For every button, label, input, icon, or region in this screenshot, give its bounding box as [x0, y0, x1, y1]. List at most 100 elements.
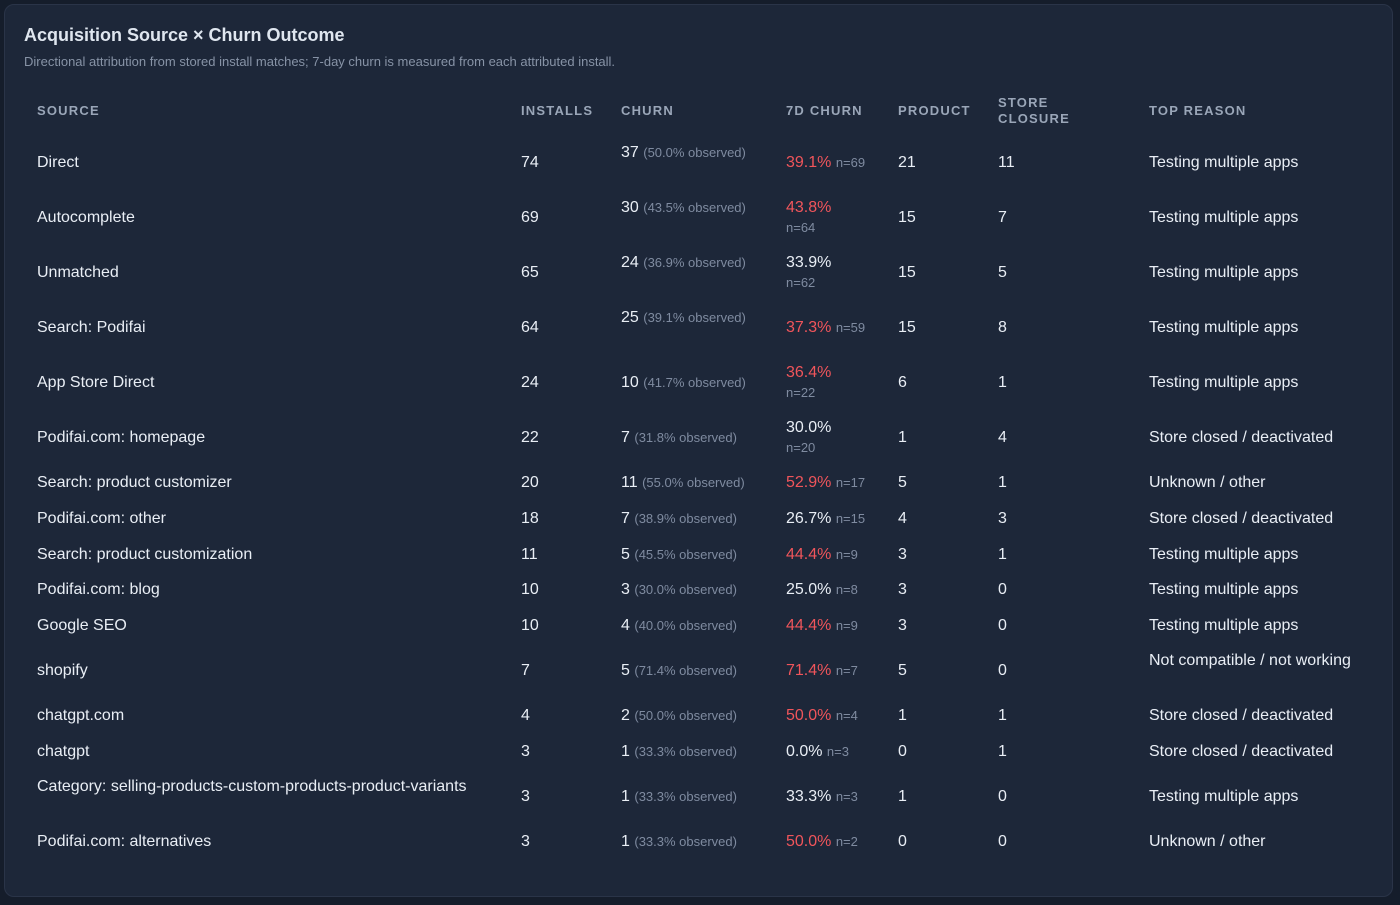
installs-cell: 4 [521, 707, 530, 724]
table-row: Unmatched 65 24 (36.9% observed) 33.9% n=62 1… [5, 253, 1394, 293]
table-row: Podifai.com: alternatives 3 1 (33.3% obser… [5, 832, 1394, 852]
store-closure-cell: 0 [998, 617, 1007, 634]
churn-observed: (31.8% observed) [634, 430, 737, 445]
churn-cell: 7 (38.9% observed) [621, 509, 771, 529]
installs-cell: 3 [521, 743, 530, 760]
churn-7d-cell: 33.3% n=3 [786, 787, 886, 807]
churn-cell: 11 (55.0% observed) [621, 473, 771, 493]
churn-cell: 3 (30.0% observed) [621, 580, 771, 600]
churn-7d-cell: 44.4% n=9 [786, 616, 886, 636]
top-reason-cell: Store closed / deactivated [1149, 510, 1334, 527]
top-reason-cell: Testing multiple apps [1149, 374, 1299, 391]
table-row: Search: product customization 11 5 (45.5% … [5, 545, 1394, 565]
header-top-reason: TOP REASON [1149, 103, 1247, 118]
churn-observed: (45.5% observed) [634, 547, 737, 562]
churn-observed: (36.9% observed) [643, 255, 746, 270]
churn-cell: 30 (43.5% observed) [621, 198, 771, 218]
churn-7d-percent: 0.0% [786, 743, 823, 760]
source-cell: Autocomplete [37, 209, 135, 226]
churn-cell: 1 (33.3% observed) [621, 832, 771, 852]
churn-7d-sample: n=3 [826, 744, 849, 759]
churn-7d-percent: 71.4% [786, 662, 832, 679]
churn-count: 7 [621, 510, 630, 527]
table-row: chatgpt.com 4 2 (50.0% observed) 50.0% n=4 1… [5, 706, 1394, 726]
installs-cell: 65 [521, 264, 539, 281]
source-cell: App Store Direct [37, 374, 155, 391]
churn-7d-cell: 0.0% n=3 [786, 742, 886, 762]
churn-cell: 2 (50.0% observed) [621, 706, 771, 726]
header-product: PRODUCT [898, 103, 971, 118]
store-closure-cell: 1 [998, 546, 1007, 563]
source-cell: Category: selling-products-custom-produc… [37, 778, 467, 795]
table-row: shopify 7 5 (71.4% observed) 71.4% n=7 5 0 Not… [5, 651, 1394, 691]
store-closure-cell: 1 [998, 743, 1007, 760]
churn-7d-sample: n=9 [835, 618, 858, 633]
churn-7d-percent: 37.3% [786, 319, 832, 336]
churn-count: 11 [621, 474, 638, 491]
churn-count: 1 [621, 743, 630, 760]
installs-cell: 24 [521, 374, 539, 391]
churn-7d-sample: n=59 [835, 320, 866, 335]
churn-count: 4 [621, 617, 630, 634]
churn-7d-percent: 25.0% [786, 581, 832, 598]
installs-cell: 20 [521, 474, 539, 491]
churn-observed: (40.0% observed) [634, 618, 737, 633]
churn-cell: 25 (39.1% observed) [621, 308, 771, 328]
churn-count: 7 [621, 429, 630, 446]
churn-cell: 7 (31.8% observed) [621, 428, 771, 448]
product-cell: 15 [898, 209, 916, 226]
churn-7d-sample: n=3 [835, 789, 858, 804]
churn-7d-percent: 36.4% [786, 364, 832, 381]
churn-7d-sample: n=62 [786, 275, 816, 290]
churn-count: 24 [621, 254, 639, 271]
churn-cell: 37 (50.0% observed) [621, 143, 771, 163]
product-cell: 1 [898, 707, 907, 724]
top-reason-cell: Testing multiple apps [1149, 154, 1299, 171]
source-cell: chatgpt [37, 743, 90, 760]
source-cell: Podifai.com: other [37, 510, 166, 527]
churn-panel: Acquisition Source × Churn Outcome Direc… [4, 4, 1393, 897]
product-cell: 3 [898, 581, 907, 598]
top-reason-cell: Unknown / other [1149, 474, 1266, 491]
churn-count: 1 [621, 788, 630, 805]
churn-7d-cell: 25.0% n=8 [786, 580, 886, 600]
source-cell: Google SEO [37, 617, 127, 634]
header-store-line2: CLOSURE [998, 111, 1070, 126]
churn-count: 1 [621, 833, 630, 850]
header-store-closure: STORE CLOSURE [998, 95, 1070, 127]
installs-cell: 11 [521, 546, 538, 563]
store-closure-cell: 1 [998, 374, 1007, 391]
churn-7d-percent: 44.4% [786, 617, 832, 634]
store-closure-cell: 3 [998, 510, 1007, 527]
churn-7d-percent: 33.3% [786, 788, 832, 805]
churn-observed: (33.3% observed) [634, 744, 737, 759]
churn-7d-sample: n=17 [835, 475, 866, 490]
churn-observed: (38.9% observed) [634, 511, 737, 526]
churn-count: 5 [621, 662, 630, 679]
churn-count: 25 [621, 309, 639, 326]
churn-cell: 10 (41.7% observed) [621, 373, 771, 393]
store-closure-cell: 0 [998, 788, 1007, 805]
churn-7d-cell: 50.0% n=4 [786, 706, 886, 726]
source-cell: shopify [37, 662, 88, 679]
top-reason-cell: Testing multiple apps [1149, 546, 1299, 563]
churn-7d-percent: 50.0% [786, 833, 832, 850]
churn-7d-cell: 50.0% n=2 [786, 832, 886, 852]
top-reason-cell: Testing multiple apps [1149, 617, 1299, 634]
panel-title: Acquisition Source × Churn Outcome [24, 25, 345, 45]
churn-7d-sample: n=20 [786, 440, 816, 455]
churn-7d-percent: 30.0% [786, 419, 832, 436]
churn-7d-sample: n=2 [835, 834, 858, 849]
churn-7d-sample: n=69 [835, 155, 866, 170]
product-cell: 6 [898, 374, 907, 391]
churn-observed: (39.1% observed) [643, 310, 746, 325]
table-row: chatgpt 3 1 (33.3% observed) 0.0% n=3 0 1 Stor… [5, 742, 1394, 762]
top-reason-cell: Testing multiple apps [1149, 209, 1299, 226]
installs-cell: 10 [521, 581, 539, 598]
churn-count: 10 [621, 374, 639, 391]
table-row: App Store Direct 24 10 (41.7% observed) 36.… [5, 363, 1394, 403]
churn-7d-cell: 26.7% n=15 [786, 509, 886, 529]
installs-cell: 7 [521, 662, 530, 679]
store-closure-cell: 0 [998, 581, 1007, 598]
product-cell: 1 [898, 788, 907, 805]
